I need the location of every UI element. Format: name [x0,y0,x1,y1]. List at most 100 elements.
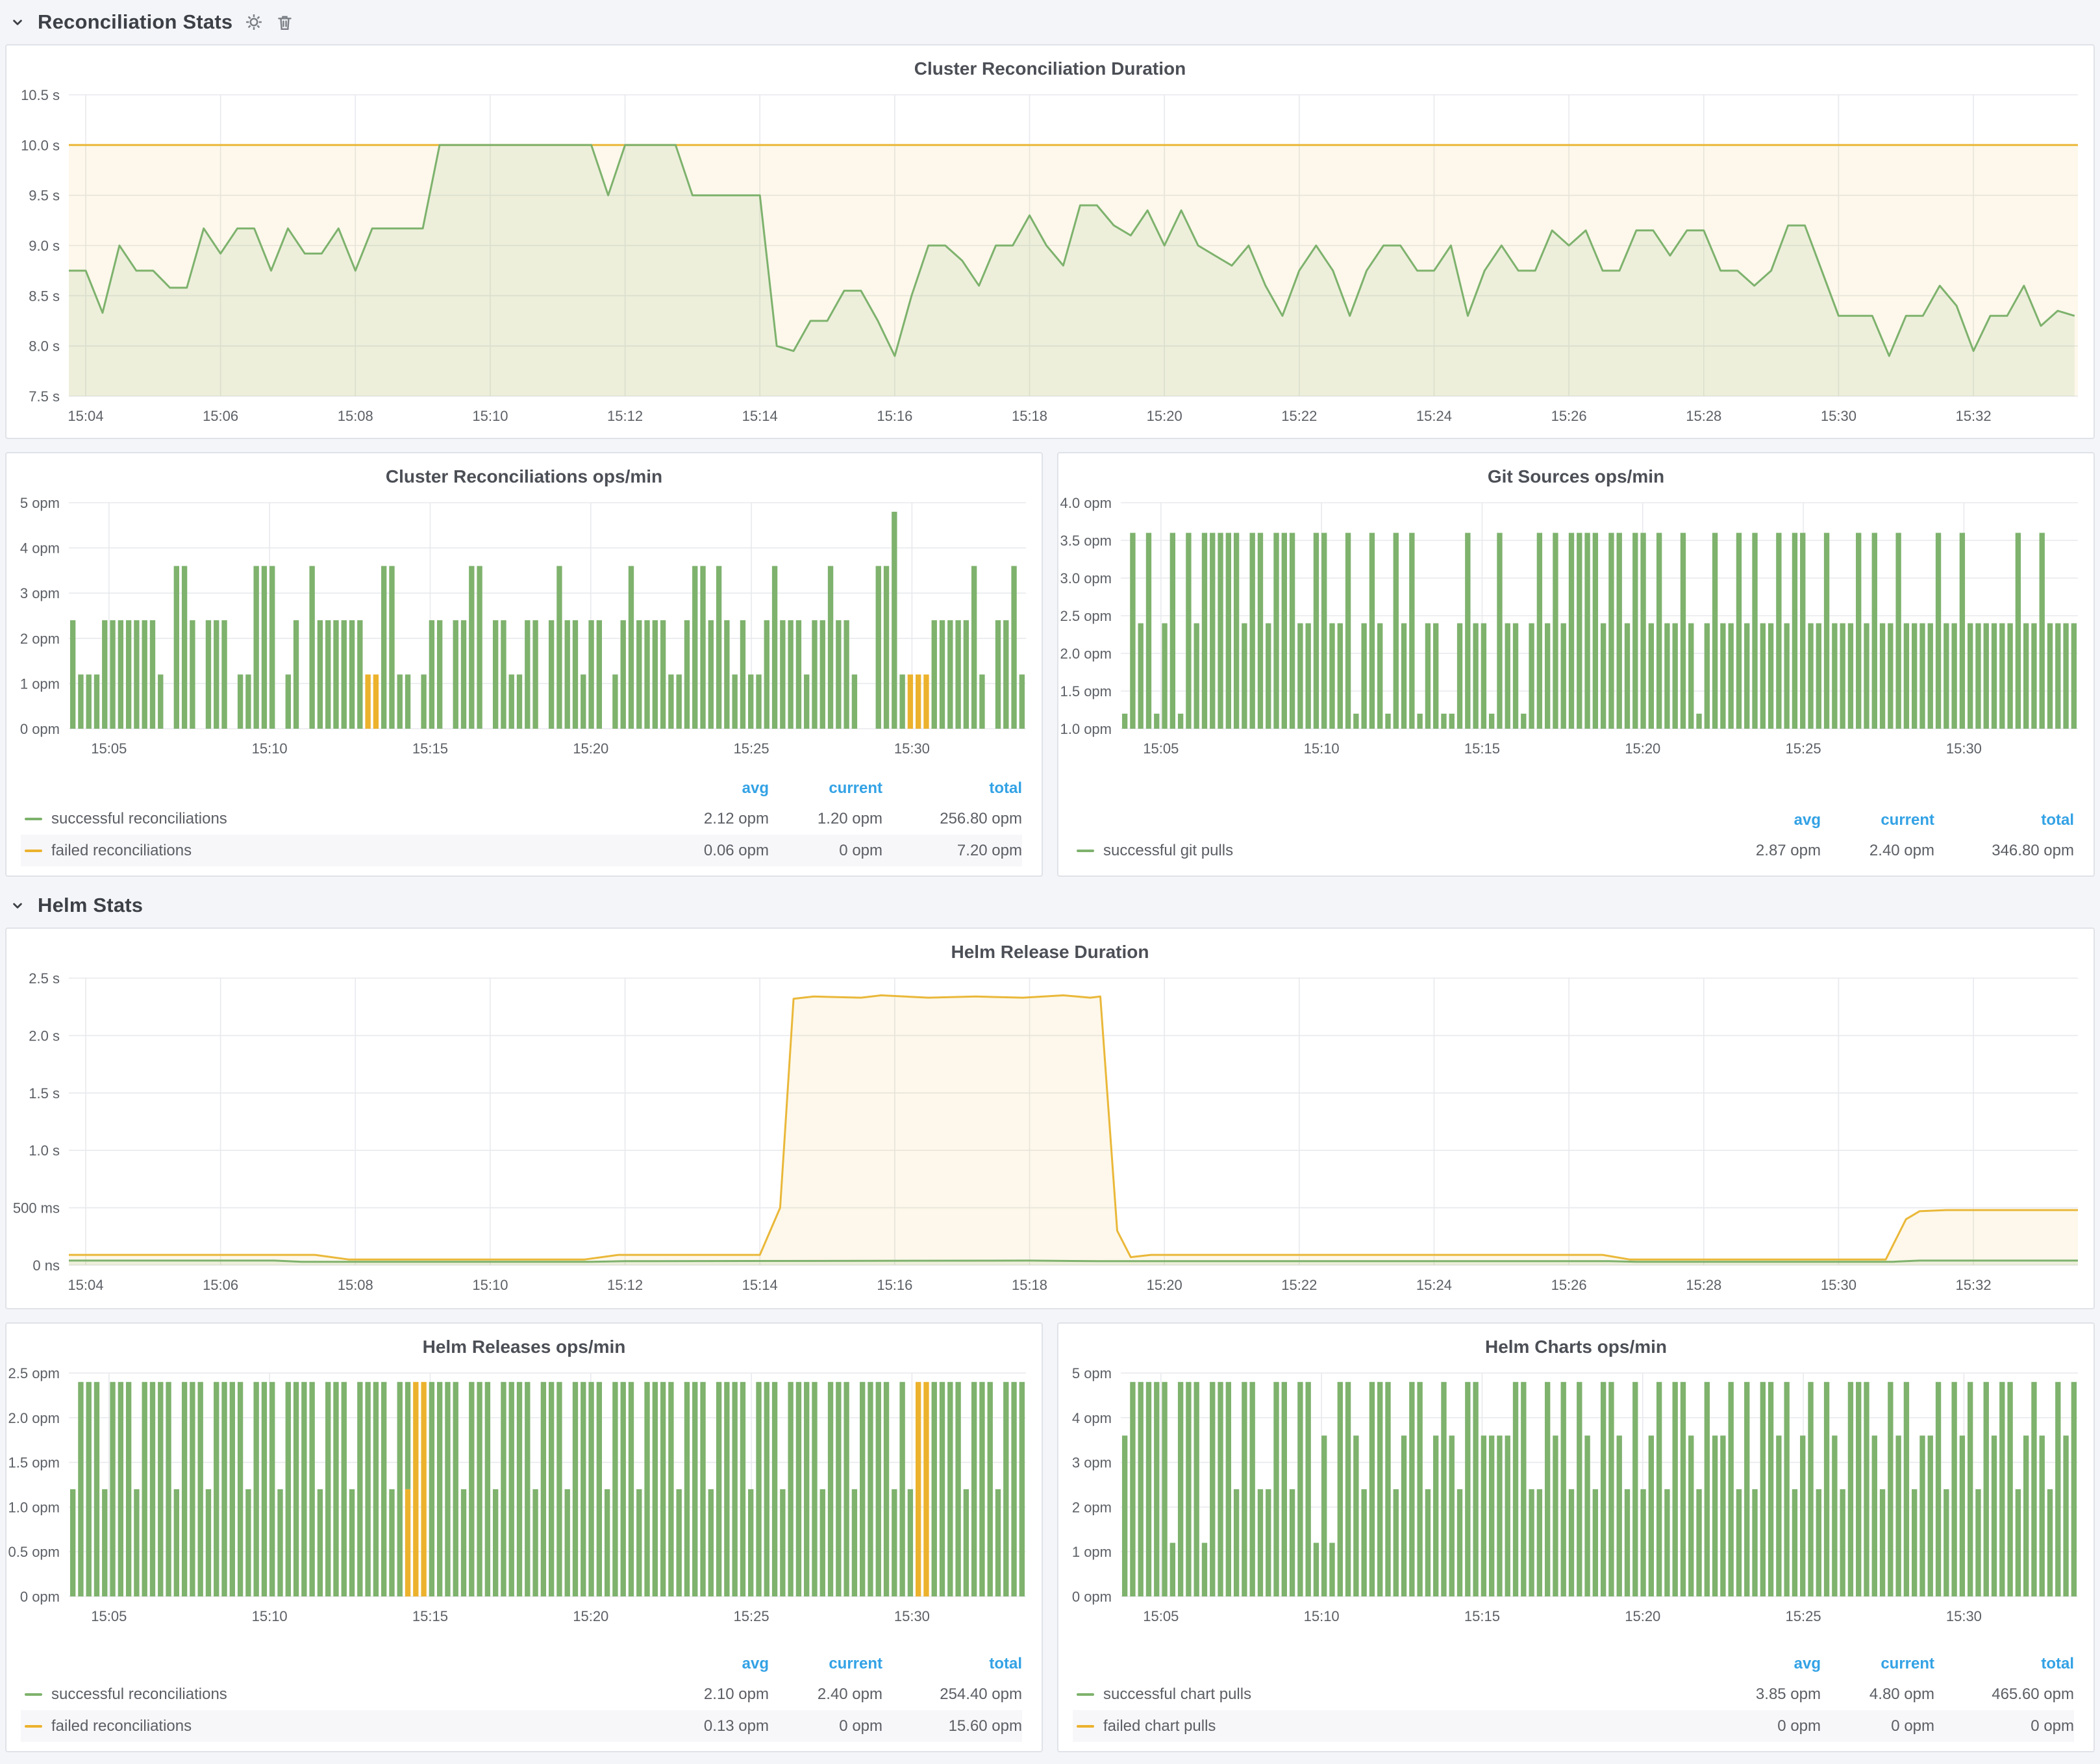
legend: avg current total successful reconciliat… [6,772,1042,876]
svg-text:2.5 s: 2.5 s [29,970,60,987]
legend-header-avg[interactable]: avg [1794,811,1821,829]
legend-series[interactable]: successful reconciliations [21,810,655,828]
helm-release-duration-chart[interactable]: 15:04 15:06 15:08 15:10 15:12 15:14 15:16 15:18… [6,965,2094,1302]
svg-text:2.5 opm: 2.5 opm [1060,608,1112,624]
legend-total-value: 465.60 opm [1992,1685,2074,1703]
svg-text:1.5 s: 1.5 s [29,1085,60,1102]
legend-series[interactable]: successful git pulls [1073,842,1707,860]
svg-text:15:14: 15:14 [742,408,778,424]
legend-series[interactable]: failed reconciliations [21,842,655,860]
chevron-down-icon[interactable] [9,14,26,31]
svg-text:5 opm: 5 opm [1072,1365,1112,1381]
svg-text:15:20: 15:20 [1625,740,1660,757]
legend-header-current[interactable]: current [829,1655,882,1672]
legend-header-current[interactable]: current [1881,1655,1934,1672]
legend-series[interactable]: failed reconciliations [21,1717,655,1735]
series-marks [69,994,2078,1265]
svg-text:15:30: 15:30 [894,1608,930,1624]
series-marks [69,511,1025,729]
svg-text:15:10: 15:10 [1304,1608,1340,1624]
panel-title[interactable]: Helm Release Duration [951,942,1149,962]
svg-text:15:15: 15:15 [412,740,448,757]
legend-header-avg[interactable]: avg [742,779,769,797]
panel-title[interactable]: Cluster Reconciliations ops/min [385,466,663,486]
helm-releases-ops-chart[interactable]: 15:05 15:10 15:15 15:20 15:25 15:30 0 opm 0.5 o… [6,1360,1042,1633]
chart-canvas[interactable]: 15:05 15:10 15:15 15:20 15:25 15:30 0 opm 1 opm… [6,490,1042,765]
gear-icon[interactable] [244,12,264,32]
series-name[interactable]: failed reconciliations [51,1717,192,1735]
svg-text:2 opm: 2 opm [20,631,60,647]
axis-tick-labels: 15:04 15:06 15:08 15:10 15:12 15:14 15:16 15:18… [13,970,1992,1293]
series-name[interactable]: successful chart pulls [1103,1685,1252,1703]
legend-header-avg[interactable]: avg [742,1655,769,1672]
legend-total-value: 254.40 opm [940,1685,1022,1703]
series-name[interactable]: failed chart pulls [1103,1717,1216,1735]
svg-text:10.0 s: 10.0 s [21,137,60,153]
helm-charts-ops-chart[interactable]: 15:05 15:10 15:15 15:20 15:25 15:30 0 opm 1 opm… [1058,1360,2094,1633]
section-title[interactable]: Reconciliation Stats [38,10,233,33]
legend-header-total[interactable]: total [989,1655,1022,1672]
panel-title[interactable]: Git Sources ops/min [1487,466,1665,486]
svg-text:15:10: 15:10 [252,740,288,757]
series-name[interactable]: successful reconciliations [51,1685,227,1703]
chart-canvas[interactable]: 15:05 15:10 15:15 15:20 15:25 15:30 0 opm 1 opm… [1058,1360,2094,1633]
svg-text:15:08: 15:08 [338,1277,373,1293]
legend-series[interactable]: failed chart pulls [1073,1717,1707,1735]
svg-text:15:30: 15:30 [1946,740,1982,757]
panel-title[interactable]: Helm Charts ops/min [1484,1337,1668,1357]
section-title[interactable]: Helm Stats [38,894,144,916]
legend-series[interactable]: successful reconciliations [21,1685,655,1704]
svg-text:5 opm: 5 opm [20,495,60,511]
git-sources-ops-chart[interactable]: 15:05 15:10 15:15 15:20 15:25 15:30 1.0 opm 1.5… [1058,490,2094,765]
svg-text:15:04: 15:04 [68,1277,103,1293]
svg-text:15:20: 15:20 [573,1608,608,1624]
svg-text:2.0 opm: 2.0 opm [1060,646,1112,662]
cluster-reconciliations-ops-chart[interactable]: 15:05 15:10 15:15 15:20 15:25 15:30 0 opm 1 opm… [6,490,1042,765]
svg-text:15:04: 15:04 [68,408,103,424]
series-marks [69,144,2078,397]
chart-canvas[interactable]: 15:04 15:06 15:08 15:10 15:12 15:14 15:16 15:18… [6,965,2094,1302]
svg-text:1.0 s: 1.0 s [29,1142,60,1159]
axis-tick-labels: 15:05 15:10 15:15 15:20 15:25 15:30 0 opm 1 opm… [1072,1365,1982,1624]
legend-current-value: 2.40 opm [817,1685,882,1703]
section-header-reconciliation-stats[interactable]: Reconciliation Stats [9,6,2095,38]
chart-canvas[interactable]: 15:05 15:10 15:15 15:20 15:25 15:30 0 opm 0.5 o… [6,1360,1042,1633]
chart-canvas[interactable]: 15:05 15:10 15:15 15:20 15:25 15:30 1.0 opm 1.5… [1058,490,2094,765]
chart-canvas[interactable]: 15:04 15:06 15:08 15:10 15:12 15:14 15:16 15:18… [6,82,2094,433]
svg-text:15:05: 15:05 [91,1608,127,1624]
panel-cluster-reconciliations-ops: Cluster Reconciliations ops/min 15:05 15:… [5,452,1043,877]
svg-text:7.5 s: 7.5 s [29,388,60,405]
svg-text:15:08: 15:08 [338,408,373,424]
svg-text:15:15: 15:15 [1464,740,1500,757]
svg-text:15:20: 15:20 [1625,1608,1660,1624]
legend-header-total[interactable]: total [989,779,1022,797]
legend-header-current[interactable]: current [1881,811,1934,829]
panel-title[interactable]: Helm Releases ops/min [422,1337,626,1357]
svg-text:15:18: 15:18 [1012,408,1047,424]
legend-total-value: 15.60 opm [948,1717,1022,1735]
svg-text:0 opm: 0 opm [20,721,60,737]
axis-tick-labels: 15:04 15:06 15:08 15:10 15:12 15:14 15:16 15:18… [21,87,1992,424]
series-name[interactable]: successful reconciliations [51,809,227,827]
svg-text:4 opm: 4 opm [1072,1410,1112,1426]
legend-header-total[interactable]: total [2041,811,2074,829]
panel-title[interactable]: Cluster Reconciliation Duration [914,58,1186,79]
svg-text:15:26: 15:26 [1551,408,1587,424]
svg-text:15:20: 15:20 [1147,408,1182,424]
legend-header-avg[interactable]: avg [1794,1655,1821,1672]
section-header-helm-stats[interactable]: Helm Stats [9,890,2095,921]
legend-current-value: 0 opm [839,841,882,859]
svg-text:15:24: 15:24 [1416,1277,1452,1293]
chevron-down-icon[interactable] [9,897,26,914]
legend-header-current[interactable]: current [829,779,882,797]
cluster-reconciliation-duration-chart[interactable]: 15:04 15:06 15:08 15:10 15:12 15:14 15:16 15:18… [6,82,2094,433]
series-name[interactable]: failed reconciliations [51,841,192,859]
legend-series[interactable]: successful chart pulls [1073,1685,1707,1704]
svg-text:15:25: 15:25 [734,1608,769,1624]
series-name[interactable]: successful git pulls [1103,841,1234,859]
svg-text:0 opm: 0 opm [1072,1589,1112,1605]
svg-text:1 opm: 1 opm [1072,1544,1112,1560]
svg-text:15:25: 15:25 [1786,740,1821,757]
legend-header-total[interactable]: total [2041,1655,2074,1672]
trash-icon[interactable] [275,13,294,32]
